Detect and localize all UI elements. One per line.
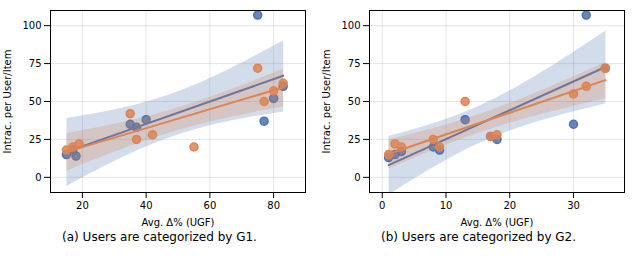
html-text:(b) Users are categorized by G: (b) Users are categorized by G2. (381, 230, 576, 244)
svg-text:40: 40 (140, 200, 153, 211)
svg-text:0: 0 (35, 172, 41, 183)
svg-text:50: 50 (348, 96, 361, 107)
svg-text:Avg. Δ% (UGF): Avg. Δ% (UGF) (460, 217, 533, 228)
svg-text:80: 80 (267, 200, 280, 211)
svg-text:60: 60 (204, 200, 217, 211)
svg-text:30: 30 (567, 200, 580, 211)
svg-text:0: 0 (354, 172, 360, 183)
svg-text:25: 25 (348, 134, 361, 145)
svg-text:100: 100 (341, 20, 360, 31)
svg-text:20: 20 (76, 200, 89, 211)
svg-text:50: 50 (29, 96, 42, 107)
svg-text:10: 10 (440, 200, 453, 211)
svg-text:Intrac. per User/Item: Intrac. per User/Item (321, 49, 332, 153)
svg-text:100: 100 (22, 20, 41, 31)
svg-text:75: 75 (29, 58, 42, 69)
svg-text:25: 25 (29, 134, 42, 145)
svg-text:0: 0 (379, 200, 385, 211)
html-text:(a) Users are categorized by G: (a) Users are categorized by G1. (62, 230, 257, 244)
svg-text:20: 20 (503, 200, 516, 211)
svg-text:75: 75 (348, 58, 361, 69)
svg-text:Intrac. per User/Item: Intrac. per User/Item (2, 49, 13, 153)
svg-text:Avg. Δ% (UGF): Avg. Δ% (UGF) (141, 217, 214, 228)
